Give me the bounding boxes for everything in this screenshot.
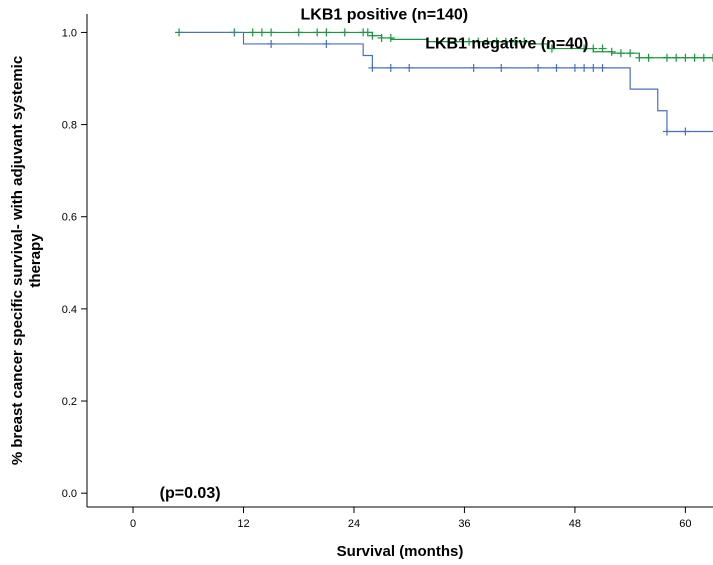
censor-mark bbox=[552, 63, 561, 72]
label-lkb1-positive: LKB1 positive (n=140) bbox=[301, 7, 469, 24]
censor-mark bbox=[465, 37, 474, 46]
censor-mark bbox=[662, 53, 671, 62]
y-axis-title-line-1: % breast cancer specific survival- with … bbox=[9, 56, 26, 465]
censor-mark bbox=[267, 39, 276, 48]
censor-mark bbox=[501, 37, 510, 46]
x-tick-label: 60 bbox=[679, 518, 691, 530]
censor-mark bbox=[681, 127, 690, 136]
censor-mark bbox=[368, 63, 377, 72]
censor-mark bbox=[313, 28, 322, 37]
y-ticks: 0.0 0.2 0.4 0.6 0.8 1.0 bbox=[62, 27, 87, 500]
censor-mark bbox=[451, 37, 460, 46]
censor-mark bbox=[257, 28, 266, 37]
censor-mark bbox=[377, 33, 386, 42]
censor-mark bbox=[405, 63, 414, 72]
censor-mark bbox=[363, 28, 372, 37]
censor-mark bbox=[699, 53, 708, 62]
censor-mark bbox=[681, 53, 690, 62]
y-tick-label: 0.8 bbox=[62, 120, 77, 132]
x-tick-label: 0 bbox=[130, 518, 136, 530]
x-tick-label: 48 bbox=[569, 518, 581, 530]
x-ticks: 0 12 24 36 48 60 bbox=[130, 507, 692, 530]
x-axis-title: Survival (months) bbox=[337, 543, 464, 560]
censor-mark bbox=[598, 44, 607, 53]
series-layer bbox=[175, 28, 713, 136]
axes bbox=[86, 14, 713, 508]
y-tick-label: 0.6 bbox=[62, 212, 77, 224]
censor-mark bbox=[322, 39, 331, 48]
y-tick-label: 0.2 bbox=[62, 396, 77, 408]
censor-mark bbox=[598, 63, 607, 72]
censor-mark bbox=[511, 37, 520, 46]
censor-mark bbox=[248, 28, 257, 37]
y-tick-label: 1.0 bbox=[62, 27, 77, 39]
censor-mark bbox=[294, 28, 303, 37]
censor-mark bbox=[534, 63, 543, 72]
censor-mark bbox=[580, 63, 589, 72]
censor-mark bbox=[616, 49, 625, 58]
censor-mark bbox=[474, 37, 483, 46]
censor-mark bbox=[386, 63, 395, 72]
censor-mark bbox=[322, 28, 331, 37]
series-lkb1-negative bbox=[179, 31, 713, 136]
p-value-label: (p=0.03) bbox=[160, 485, 221, 502]
y-axis-title-line-2: therapy bbox=[27, 233, 44, 288]
censor-mark bbox=[520, 37, 529, 46]
censor-mark bbox=[589, 63, 598, 72]
censor-mark bbox=[386, 33, 395, 42]
censor-mark bbox=[483, 37, 492, 46]
censor-mark bbox=[469, 63, 478, 72]
series-lkb1-positive bbox=[175, 28, 713, 62]
censor-mark bbox=[644, 53, 653, 62]
censor-mark bbox=[492, 37, 501, 46]
censor-mark bbox=[580, 44, 589, 53]
censor-mark bbox=[709, 53, 713, 62]
censor-mark bbox=[672, 53, 681, 62]
x-tick-label: 36 bbox=[458, 518, 470, 530]
y-tick-label: 0.0 bbox=[62, 488, 77, 500]
censor-mark bbox=[607, 47, 616, 56]
censor-mark bbox=[626, 49, 635, 58]
label-lkb1-negative: LKB1 negative (n=40) bbox=[425, 36, 588, 53]
censor-mark bbox=[635, 53, 644, 62]
x-tick-label: 24 bbox=[348, 518, 360, 530]
censor-mark bbox=[570, 63, 579, 72]
censor-mark bbox=[662, 127, 671, 136]
censor-mark bbox=[497, 63, 506, 72]
censor-mark bbox=[432, 37, 441, 46]
censor-mark bbox=[589, 44, 598, 53]
censor-mark bbox=[690, 53, 699, 62]
censor-mark bbox=[340, 28, 349, 37]
x-tick-label: 12 bbox=[237, 518, 249, 530]
censor-mark bbox=[547, 44, 556, 53]
censor-mark bbox=[368, 31, 377, 40]
censor-mark bbox=[267, 28, 276, 37]
y-tick-label: 0.4 bbox=[62, 304, 77, 316]
annotations: LKB1 positive (n=140) LKB1 negative (n=40… bbox=[160, 7, 589, 502]
